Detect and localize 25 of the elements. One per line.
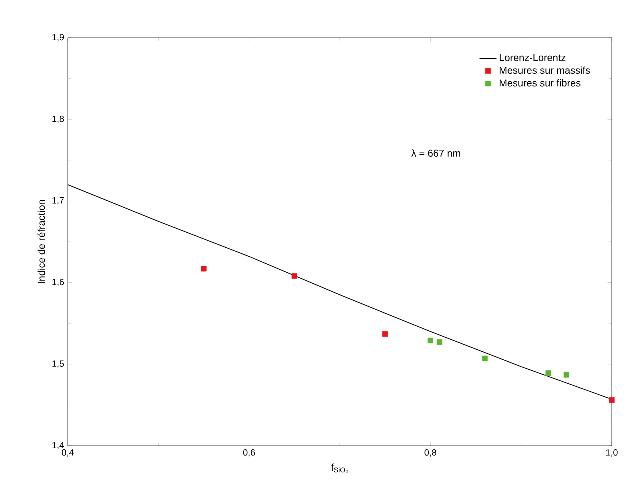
y-tick-label: 1,5	[52, 360, 64, 368]
legend-label: Mesures sur massifs	[500, 66, 590, 74]
point	[436, 340, 443, 346]
point	[382, 331, 388, 337]
x-tick-label: 0,6	[243, 450, 256, 457]
point	[482, 356, 488, 362]
point	[546, 370, 552, 376]
y-axis-title: Indice de réfraction	[38, 200, 46, 284]
y-tick-label: 1,7	[52, 198, 64, 205]
x-tick-label: 0,8	[424, 450, 437, 457]
y-tick-label: 1,9	[52, 34, 64, 42]
annotation: λ = 667 nm	[412, 150, 460, 157]
point	[609, 398, 615, 404]
legend-label: Lorenz-Lorentz	[500, 54, 566, 62]
point	[292, 273, 298, 280]
y-tick-label: 1,4	[52, 442, 64, 450]
point	[564, 372, 570, 378]
legend-label: Mesures sur fibres	[500, 79, 581, 87]
point	[201, 266, 207, 272]
y-tick-label: 1,8	[52, 116, 64, 124]
x-axis-title: f$_{SiO₂}$	[331, 464, 348, 474]
x-tick-label: 0,4	[62, 450, 74, 457]
x-tick-label: 1,0	[606, 450, 618, 457]
point	[428, 338, 434, 344]
y-tick-label: 1,6	[52, 279, 64, 286]
